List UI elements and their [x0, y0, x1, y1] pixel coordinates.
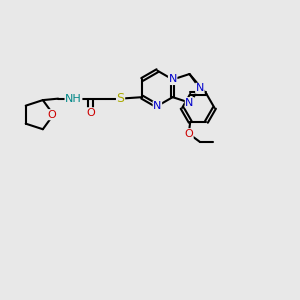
Text: N: N — [153, 101, 162, 111]
Text: S: S — [117, 92, 124, 105]
Text: O: O — [48, 110, 56, 120]
Text: N: N — [185, 98, 194, 108]
Text: O: O — [184, 129, 193, 139]
Text: O: O — [86, 108, 95, 118]
Text: N: N — [196, 83, 204, 93]
Text: N: N — [169, 74, 177, 85]
Text: NH: NH — [65, 94, 82, 103]
